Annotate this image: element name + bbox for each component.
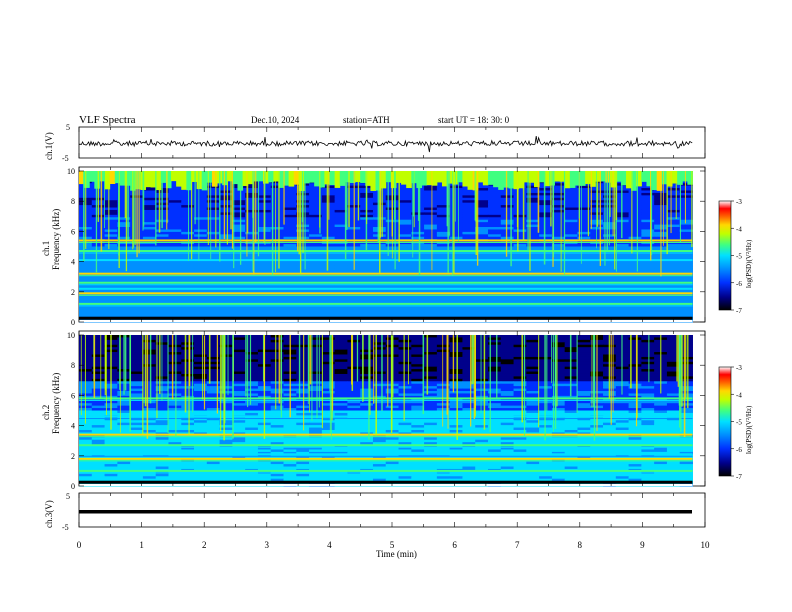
ch1-colorbar-gradient xyxy=(718,200,732,311)
x-tick-label: 4 xyxy=(327,540,332,550)
ch3-ytick-5: 5 xyxy=(66,492,70,501)
ch1-spectrogram-panel: 0 2 4 6 8 10 ch.1 Frequency (kHz) xyxy=(41,166,706,327)
colorbar-tick-label: -5 xyxy=(736,419,742,427)
time-axis-ticks xyxy=(78,127,706,527)
x-tick-label: 9 xyxy=(640,540,645,550)
freq-tick-label: 10 xyxy=(67,167,75,176)
x-tick-label: 1 xyxy=(139,540,144,550)
ch1-ytick-neg5: -5 xyxy=(62,154,69,163)
ch3-ylabel: ch.3(V) xyxy=(44,500,54,528)
ch3-waveform-trace xyxy=(79,510,692,514)
ch2-spectrogram-panel: 0 2 4 6 8 10 ch.2 Frequency (kHz) xyxy=(41,330,706,491)
date-label: Dec.10, 2024 xyxy=(251,115,300,125)
start-time-label: start UT = 18: 30: 0 xyxy=(438,115,510,125)
freq-tick-label: 4 xyxy=(71,258,75,267)
colorbar-tick-label: -6 xyxy=(736,446,742,454)
ch3-ytick-neg5: -5 xyxy=(62,523,69,532)
x-tick-label: 8 xyxy=(578,540,583,550)
ch1-ylabel: ch.1(V) xyxy=(44,132,54,160)
figure-title: VLF Spectra xyxy=(79,114,136,126)
ch2-colorbar: -3 -4 -5 -6 -7 log(PSD)(V²/Hz) xyxy=(718,364,753,481)
ch1-spectrogram-yticks: 0 2 4 6 8 10 xyxy=(67,167,705,327)
x-tick-label: 0 xyxy=(77,540,82,550)
ch1-waveform-trace xyxy=(78,136,693,153)
x-tick-label: 10 xyxy=(701,540,711,550)
freq-tick-label: 4 xyxy=(71,422,75,431)
ch2-colorbar-ticks: -3 -4 -5 -6 -7 xyxy=(731,364,742,481)
colorbar-tick-label: -5 xyxy=(736,253,742,261)
freq-tick-label: 6 xyxy=(71,227,75,236)
ch2-colorbar-gradient xyxy=(718,366,732,477)
ch1-spec-channel-label: ch.1 xyxy=(41,241,51,256)
x-tick-label: 6 xyxy=(452,540,457,550)
colorbar-tick-label: -7 xyxy=(736,473,742,481)
time-axis-tick-labels: 0 1 2 3 4 5 6 7 8 9 10 xyxy=(77,540,710,550)
freq-tick-label: 0 xyxy=(71,318,75,327)
ch2-spec-channel-label: ch.2 xyxy=(41,405,51,420)
ch2-spec-ylabel: Frequency (kHz) xyxy=(51,373,61,434)
colorbar-tick-label: -4 xyxy=(736,225,742,233)
freq-tick-label: 2 xyxy=(71,288,75,297)
x-tick-label: 7 xyxy=(515,540,520,550)
ch1-colorbar-label: log(PSD)(V²/Hz) xyxy=(745,239,753,288)
colorbar-tick-label: -7 xyxy=(736,307,742,315)
freq-tick-label: 2 xyxy=(71,452,75,461)
colorbar-tick-label: -4 xyxy=(736,391,742,399)
ch1-colorbar-ticks: -3 -4 -5 -6 -7 xyxy=(731,198,742,315)
ch1-spectrogram-image xyxy=(79,171,693,323)
freq-tick-label: 8 xyxy=(71,361,75,370)
x-tick-label: 2 xyxy=(202,540,207,550)
ch2-spectrogram-yticks: 0 2 4 6 8 10 xyxy=(67,331,705,491)
freq-tick-label: 8 xyxy=(71,197,75,206)
colorbar-tick-label: -6 xyxy=(736,280,742,288)
ch1-ytick-5: 5 xyxy=(66,123,70,132)
ch3-waveform-panel: 5 -5 ch.3(V) xyxy=(44,492,706,532)
colorbar-tick-label: -3 xyxy=(736,198,742,206)
ch1-waveform-panel: 5 -5 ch.1(V) xyxy=(44,123,706,163)
ch1-spec-ylabel: Frequency (kHz) xyxy=(51,209,61,270)
x-tick-label: 3 xyxy=(265,540,270,550)
station-label: station=ATH xyxy=(343,115,390,125)
time-axis-label: Time (min) xyxy=(376,549,417,559)
colorbar-tick-label: -3 xyxy=(736,364,742,372)
freq-tick-label: 0 xyxy=(71,482,75,491)
freq-tick-label: 6 xyxy=(71,391,75,400)
ch1-colorbar: -3 -4 -5 -6 -7 log(PSD)(V²/Hz) xyxy=(718,198,753,315)
x-tick-label: 5 xyxy=(390,540,395,550)
ch2-colorbar-label: log(PSD)(V²/Hz) xyxy=(745,405,753,454)
ch2-spectrogram-image xyxy=(79,335,693,487)
freq-tick-label: 10 xyxy=(67,331,75,340)
